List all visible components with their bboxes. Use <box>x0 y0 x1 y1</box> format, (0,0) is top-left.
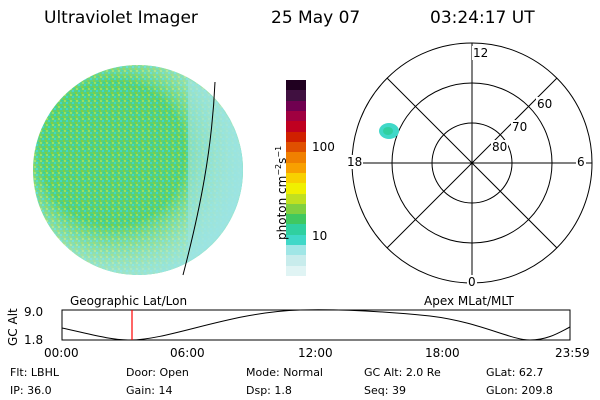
colorbar-swatch <box>286 203 306 215</box>
mlat-label-60: 60 <box>536 97 554 111</box>
colorbar-swatch <box>286 141 306 153</box>
colorbar-swatch <box>286 234 306 246</box>
time-label: 03:24:17 UT <box>430 8 535 28</box>
altitude-plot <box>61 309 571 341</box>
time-tick-1200: 12:00 <box>298 346 333 360</box>
status-gain: Gain: 14 <box>126 384 173 397</box>
status-glon: GLon: 209.8 <box>486 384 553 397</box>
colorbar <box>286 80 306 276</box>
altitude-curve <box>61 309 571 341</box>
colorbar-swatch <box>286 80 306 91</box>
terminator-line <box>182 81 216 276</box>
colorbar-swatch <box>286 152 306 163</box>
colorbar-tick-100: 100 <box>312 140 335 154</box>
colorbar-swatch <box>286 172 306 184</box>
status-mode: Mode: Normal <box>246 366 323 379</box>
colorbar-swatch <box>286 162 306 173</box>
colorbar-tick-10: 10 <box>312 229 328 243</box>
altitude-ytick-high: 9.0 <box>24 305 44 319</box>
colorbar-swatch <box>286 183 306 194</box>
uv-image-panel <box>33 65 243 276</box>
colorbar-swatch <box>286 265 306 276</box>
colorbar-swatch <box>286 131 306 142</box>
altitude-ytick-low: 1.8 <box>24 333 44 347</box>
apex-label: Apex MLat/MLT <box>424 294 514 308</box>
status-gcalt: GC Alt: 2.0 Re <box>364 366 441 379</box>
status-seq: Seq: 39 <box>364 384 406 397</box>
colorbar-swatch <box>286 245 306 256</box>
time-tick-0000: 00:00 <box>44 346 79 360</box>
mlt-label-12: 12 <box>472 46 490 60</box>
colorbar-swatch <box>286 111 306 122</box>
status-dsp: Dsp: 1.8 <box>246 384 292 397</box>
colorbar-swatch <box>286 214 306 225</box>
colorbar-swatch <box>286 255 306 266</box>
status-flt: Flt: LBHL <box>10 366 59 379</box>
colorbar-swatch <box>286 121 306 132</box>
colorbar-swatch <box>286 90 306 101</box>
instrument-title: Ultraviolet Imager <box>44 8 198 28</box>
geographic-label: Geographic Lat/Lon <box>70 294 188 308</box>
mlat-label-80: 80 <box>491 140 509 154</box>
status-door: Door: Open <box>126 366 189 379</box>
date-label: 25 May 07 <box>271 8 361 28</box>
colorbar-swatch <box>286 100 306 111</box>
mlat-label-70: 70 <box>511 120 529 134</box>
mlt-label-6: 6 <box>576 155 586 169</box>
mlt-label-18: 18 <box>346 155 364 169</box>
status-ip: IP: 36.0 <box>10 384 52 397</box>
time-tick-2359: 23:59 <box>555 346 590 360</box>
colorbar-swatch <box>286 193 306 204</box>
time-tick-0600: 06:00 <box>170 346 205 360</box>
colorbar-swatch <box>286 224 306 235</box>
time-tick-1800: 18:00 <box>425 346 460 360</box>
status-glat: GLat: 62.7 <box>486 366 544 379</box>
polar-grid <box>351 42 593 284</box>
mlt-label-0: 0 <box>467 275 477 289</box>
